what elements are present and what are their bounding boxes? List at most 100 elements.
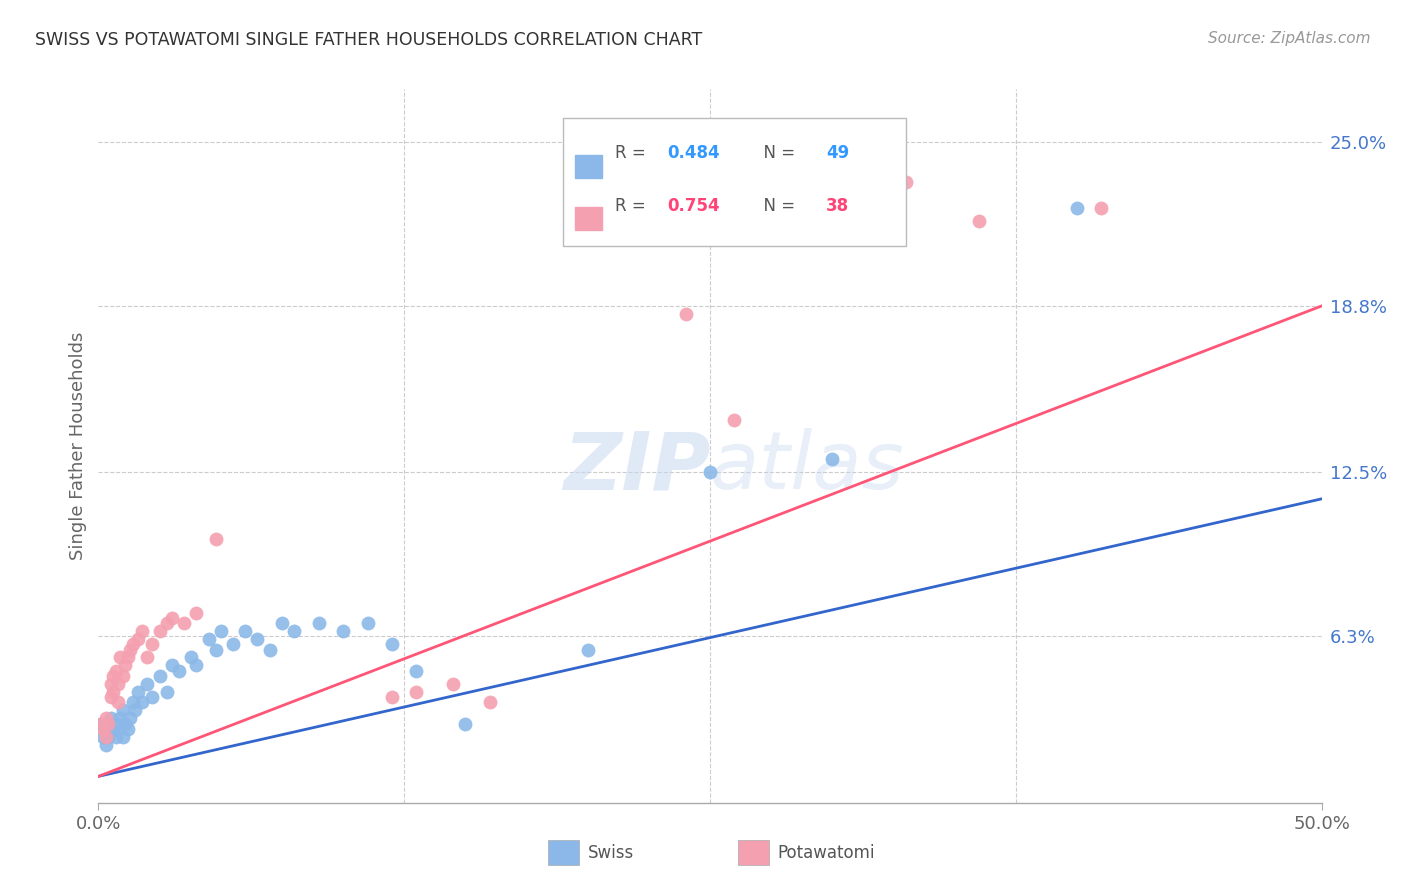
Point [186,606,208,620]
Point [91,722,114,736]
Point [186,658,208,673]
Point [405,664,427,678]
Text: Swiss: Swiss [588,844,634,862]
Point [97,716,120,731]
Point [111,703,134,717]
Text: Source: ZipAtlas.com: Source: ZipAtlas.com [1208,31,1371,46]
Point [576,642,599,657]
Point [90,716,112,731]
Point [1090,201,1112,215]
Point [104,730,127,744]
Point [114,658,136,673]
Point [894,175,917,189]
Point [127,632,149,646]
Point [100,724,122,739]
Point [121,637,143,651]
Point [478,695,501,709]
Point [723,412,745,426]
Point [107,695,129,709]
Point [149,624,172,638]
Point [120,711,142,725]
Point [127,685,149,699]
Point [233,624,256,638]
Point [156,616,179,631]
Point [259,642,281,657]
Point [101,669,124,683]
Point [381,637,404,651]
Point [94,722,117,736]
Point [97,716,120,731]
Point [120,642,142,657]
Point [111,669,134,683]
Point [821,452,844,467]
Point [222,637,245,651]
Text: 49: 49 [827,145,849,162]
FancyBboxPatch shape [564,118,905,246]
Point [110,711,132,725]
Point [270,616,294,631]
Point [136,650,159,665]
Point [121,695,143,709]
Point [101,722,124,736]
Point [117,722,139,736]
Point [205,642,228,657]
Point [131,624,153,638]
Point [246,632,269,646]
Point [100,677,122,691]
Text: 0.754: 0.754 [668,196,720,214]
Text: N =: N = [752,145,800,162]
Point [173,616,195,631]
Point [772,214,794,228]
Point [967,214,990,228]
Text: atlas: atlas [710,428,905,507]
Text: SWISS VS POTAWATOMI SINGLE FATHER HOUSEHOLDS CORRELATION CHART: SWISS VS POTAWATOMI SINGLE FATHER HOUSEH… [35,31,703,49]
Text: 0.484: 0.484 [668,145,720,162]
Point [111,730,134,744]
Point [107,722,129,736]
Point [1066,201,1088,215]
Point [156,685,179,699]
Text: 38: 38 [827,196,849,214]
Point [110,650,132,665]
FancyBboxPatch shape [575,207,602,230]
Point [308,616,330,631]
Point [197,632,219,646]
Text: R =: R = [614,196,651,214]
Point [454,716,477,731]
Point [160,611,183,625]
Point [149,669,172,683]
Point [332,624,354,638]
Point [94,730,117,744]
Point [356,616,378,631]
Text: Potawatomi: Potawatomi [778,844,875,862]
Text: R =: R = [614,145,651,162]
Point [160,658,183,673]
Point [104,716,127,731]
Point [114,716,136,731]
Point [141,690,163,704]
Point [124,703,146,717]
Point [100,690,122,704]
Text: N =: N = [752,196,800,214]
Point [283,624,305,638]
Point [141,637,163,651]
Y-axis label: Single Father Households: Single Father Households [69,332,87,560]
Point [94,738,117,752]
Point [167,664,190,678]
Point [100,711,122,725]
Point [101,685,124,699]
Point [131,695,153,709]
Point [107,677,129,691]
Point [91,730,114,744]
Point [205,532,228,546]
Point [441,677,464,691]
Point [699,466,721,480]
Point [209,624,232,638]
Point [381,690,404,704]
Point [117,650,139,665]
Point [90,716,112,731]
Text: ZIP: ZIP [562,428,710,507]
Point [180,650,202,665]
Point [136,677,159,691]
Point [97,730,120,744]
